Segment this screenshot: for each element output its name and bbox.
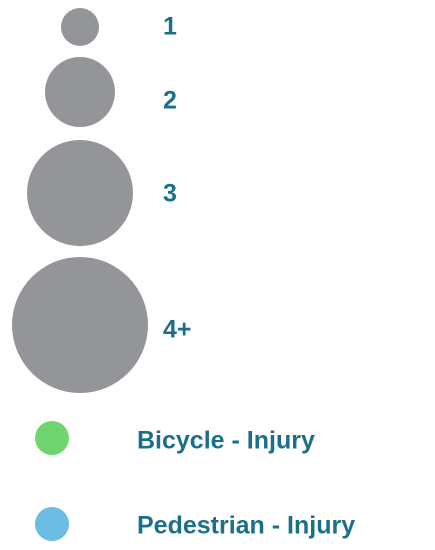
size-dot xyxy=(27,140,133,246)
size-label: 4+ xyxy=(163,316,192,344)
size-dot xyxy=(45,57,115,127)
type-label: Bicycle - Injury xyxy=(137,427,315,455)
size-dot xyxy=(12,257,148,393)
type-label: Pedestrian - Injury xyxy=(137,512,355,540)
type-dot xyxy=(35,507,69,541)
size-label: 1 xyxy=(163,13,177,41)
size-label: 3 xyxy=(163,180,177,208)
size-label: 2 xyxy=(163,87,177,115)
type-dot xyxy=(35,421,69,455)
size-dot xyxy=(61,8,99,46)
